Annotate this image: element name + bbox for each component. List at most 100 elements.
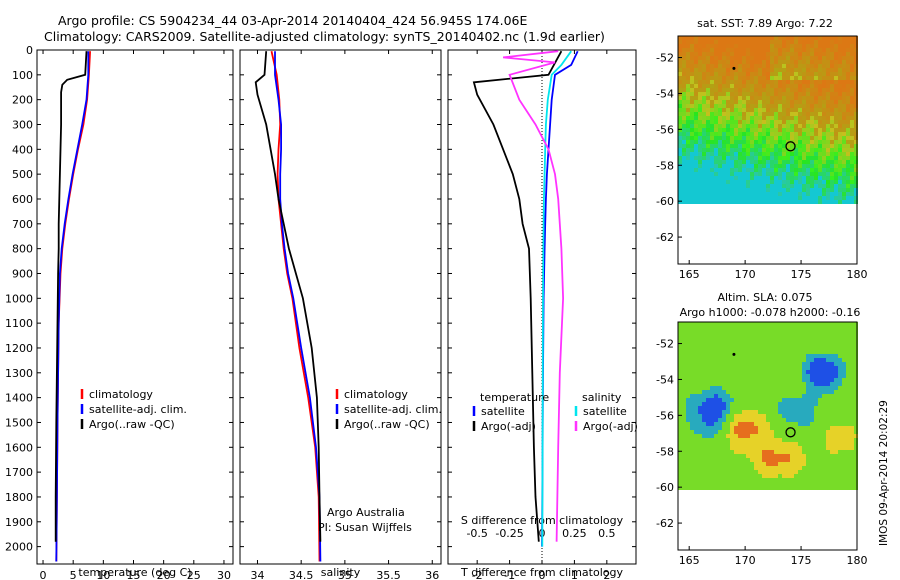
heatmap-cell [802, 128, 806, 132]
heatmap-cell [798, 156, 802, 160]
heatmap-cell [726, 116, 730, 120]
heatmap-cell [814, 478, 818, 482]
heatmap-cell [810, 366, 814, 370]
heatmap-cell [678, 136, 682, 140]
heatmap-cell [778, 370, 782, 374]
heatmap-cell [810, 458, 814, 462]
heatmap-cell [830, 418, 834, 422]
heatmap-cell [846, 76, 850, 80]
heatmap-cell [718, 56, 722, 60]
heatmap-cell [714, 88, 718, 92]
heatmap-cell [782, 466, 786, 470]
heatmap-cell [678, 200, 682, 204]
heatmap-cell [758, 200, 762, 204]
heatmap-cell [806, 188, 810, 192]
heatmap-cell [794, 426, 798, 430]
heatmap-cell [854, 48, 858, 52]
heatmap-cell [702, 330, 706, 334]
heatmap-cell [770, 192, 774, 196]
heatmap-cell [842, 152, 846, 156]
heatmap-cell [838, 462, 842, 466]
heatmap-cell [790, 334, 794, 338]
heatmap-cell [778, 422, 782, 426]
heatmap-cell [678, 152, 682, 156]
heatmap-cell [774, 112, 778, 116]
heatmap-cell [810, 48, 814, 52]
heatmap-cell [782, 172, 786, 176]
heatmap-cell [822, 406, 826, 410]
heatmap-cell [830, 366, 834, 370]
depth-tick-label: 1800 [5, 491, 33, 504]
heatmap-cell [738, 148, 742, 152]
heatmap-cell [782, 188, 786, 192]
heatmap-cell [834, 76, 838, 80]
heatmap-cell [842, 176, 846, 180]
legend-label-1-1: satellite-adj. clim. [344, 403, 442, 416]
heatmap-cell [714, 140, 718, 144]
heatmap-cell [782, 334, 786, 338]
heatmap-cell [738, 184, 742, 188]
heatmap-cell [834, 374, 838, 378]
heatmap-cell [838, 192, 842, 196]
heatmap-cell [706, 426, 710, 430]
heatmap-cell [730, 52, 734, 56]
heatmap-cell [734, 60, 738, 64]
heatmap-cell [798, 124, 802, 128]
heatmap-cell [826, 80, 830, 84]
heatmap-cell [774, 466, 778, 470]
heatmap-cell [846, 474, 850, 478]
heatmap-cell [770, 470, 774, 474]
heatmap-cell [766, 406, 770, 410]
heatmap-cell [766, 60, 770, 64]
heatmap-cell [714, 478, 718, 482]
heatmap-cell [842, 164, 846, 168]
heatmap-cell [686, 132, 690, 136]
heatmap-cell [730, 398, 734, 402]
heatmap-cell [802, 478, 806, 482]
heatmap-cell [702, 196, 706, 200]
heatmap-cell [798, 334, 802, 338]
heatmap-cell [754, 48, 758, 52]
heatmap-cell [838, 76, 842, 80]
heatmap-cell [814, 394, 818, 398]
heatmap-cell [806, 152, 810, 156]
heatmap-cell [794, 374, 798, 378]
heatmap-cell [734, 478, 738, 482]
heatmap-cell [786, 100, 790, 104]
heatmap-cell [678, 80, 682, 84]
heatmap-cell [714, 378, 718, 382]
heatmap-cell [766, 164, 770, 168]
temperature-xtick-label: 25 [187, 569, 201, 580]
heatmap-cell [734, 156, 738, 160]
heatmap-cell [710, 370, 714, 374]
heatmap-cell [698, 382, 702, 386]
heatmap-cell [758, 466, 762, 470]
heatmap-cell [838, 92, 842, 96]
heatmap-cell [686, 406, 690, 410]
heatmap-cell [694, 172, 698, 176]
heatmap-cell [834, 478, 838, 482]
heatmap-cell [762, 64, 766, 68]
heatmap-cell [774, 470, 778, 474]
heatmap-cell [770, 362, 774, 366]
heatmap-cell [698, 338, 702, 342]
heatmap-cell [814, 40, 818, 44]
heatmap-cell [838, 184, 842, 188]
heatmap-cell [834, 156, 838, 160]
heatmap-cell [754, 410, 758, 414]
heatmap-cell [682, 410, 686, 414]
heatmap-cell [826, 426, 830, 430]
heatmap-cell [766, 386, 770, 390]
heatmap-cell [818, 374, 822, 378]
heatmap-cell [702, 442, 706, 446]
heatmap-cell [838, 188, 842, 192]
heatmap-cell [758, 442, 762, 446]
heatmap-cell [834, 434, 838, 438]
heatmap-cell [770, 482, 774, 486]
heatmap-cell [690, 466, 694, 470]
heatmap-cell [694, 442, 698, 446]
heatmap-cell [718, 128, 722, 132]
heatmap-cell [766, 438, 770, 442]
heatmap-cell [842, 430, 846, 434]
heatmap-cell [734, 96, 738, 100]
